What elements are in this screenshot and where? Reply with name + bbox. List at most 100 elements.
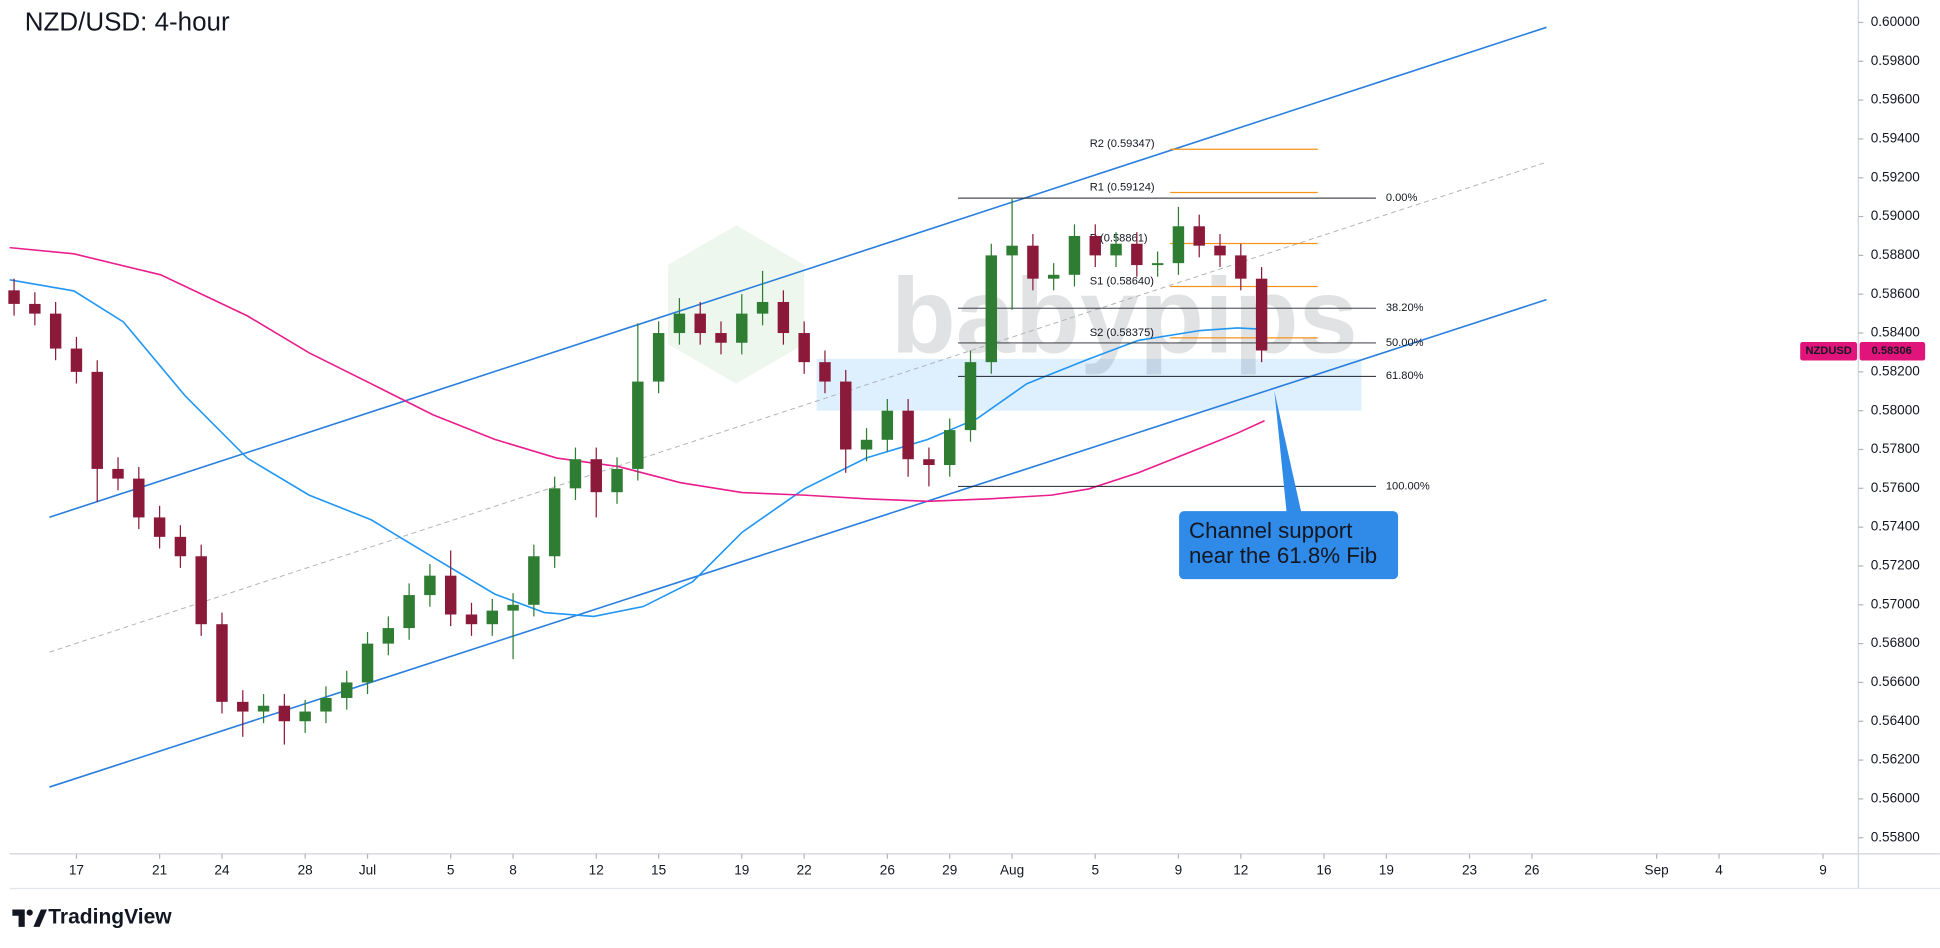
x-tick-label: 8 <box>509 863 517 878</box>
candle-body <box>923 459 935 466</box>
pivot-label: S1 (0.58640) <box>1090 275 1155 287</box>
callout-text: Channel support <box>1189 518 1353 543</box>
candle-body <box>29 303 41 314</box>
x-tick-label: 19 <box>1379 863 1394 878</box>
x-tick-label: 26 <box>880 863 895 878</box>
y-tick-label: 0.58000 <box>1871 402 1921 417</box>
candle-body <box>736 313 748 343</box>
candle-body <box>985 255 998 363</box>
candle-body <box>1131 243 1143 266</box>
chart-title: NZD/USD: 4-hour <box>25 7 230 37</box>
watermark-logo <box>668 225 805 384</box>
candle-body <box>1047 274 1060 279</box>
candle-body <box>174 536 187 557</box>
candle-body <box>112 468 124 479</box>
candle-body <box>840 381 852 450</box>
candle-body <box>1068 235 1081 275</box>
x-tick-label: 23 <box>1462 863 1477 878</box>
candle-body <box>756 301 769 314</box>
candle-body <box>528 556 540 605</box>
candle-body <box>195 556 207 625</box>
candle-body <box>444 575 457 615</box>
watermark: babypips <box>891 256 1358 375</box>
moving-average <box>9 279 1265 618</box>
candle-body <box>632 381 644 469</box>
y-tick-label: 0.55800 <box>1871 829 1921 844</box>
y-tick-label: 0.60000 <box>1871 14 1921 29</box>
candle-body <box>798 333 810 363</box>
callout-pointer <box>1274 391 1302 514</box>
candle-body <box>465 614 478 625</box>
candle-body <box>403 595 415 629</box>
candle-body <box>424 575 436 596</box>
candle-body <box>777 301 790 334</box>
y-tick-label: 0.56000 <box>1871 790 1921 805</box>
x-tick-label: 21 <box>152 863 167 878</box>
candle-body <box>694 313 706 334</box>
candle-body <box>91 371 103 469</box>
x-tick-label: 26 <box>1524 863 1539 878</box>
candle-body <box>299 711 311 722</box>
callout-text: near the 61.8% Fib <box>1189 543 1377 568</box>
y-tick-label: 0.56600 <box>1871 674 1921 689</box>
candle-body <box>278 705 291 722</box>
fib-label: 50.00% <box>1386 337 1424 349</box>
candle-body <box>964 362 977 431</box>
x-tick-label: 29 <box>942 863 957 878</box>
y-tick-label: 0.57200 <box>1871 558 1921 573</box>
x-tick-label: 17 <box>69 863 84 878</box>
candle-body <box>1110 243 1122 256</box>
pivot-label: R2 (0.59347) <box>1090 138 1155 150</box>
y-tick-label: 0.56200 <box>1871 752 1921 767</box>
y-tick-label: 0.58600 <box>1871 286 1921 301</box>
candle-body <box>257 705 270 712</box>
channel-line <box>49 26 1547 519</box>
y-tick-label: 0.59000 <box>1871 208 1921 223</box>
candle-body <box>673 313 686 334</box>
x-tick-label: Sep <box>1645 863 1669 878</box>
candle-body <box>1006 245 1018 256</box>
candle-body <box>216 624 228 702</box>
fib-label: 100.00% <box>1386 480 1430 492</box>
y-tick-label: 0.58200 <box>1871 363 1921 378</box>
y-tick-label: 0.59200 <box>1871 169 1921 184</box>
brand-name: TradingView <box>48 906 172 929</box>
x-tick-label: Jul <box>359 863 376 878</box>
y-tick-label: 0.57800 <box>1871 441 1921 456</box>
candle-body <box>715 333 727 343</box>
candle-body <box>548 488 561 557</box>
pivot-label: S2 (0.58375) <box>1090 327 1155 339</box>
fib-label: 61.80% <box>1386 370 1424 382</box>
candle-body <box>507 604 519 611</box>
candle-body <box>943 430 956 466</box>
candle-body <box>153 517 166 537</box>
candle-body <box>1214 245 1226 256</box>
fib-label: 38.20% <box>1386 302 1424 314</box>
candle-body <box>1027 245 1039 279</box>
x-tick-label: Aug <box>1000 863 1024 878</box>
y-tick-label: 0.59600 <box>1871 92 1921 107</box>
candle-body <box>860 439 873 450</box>
candle-body <box>1151 263 1164 266</box>
candle-body <box>382 628 395 644</box>
candle-body <box>49 313 62 349</box>
candle-body <box>611 468 623 493</box>
x-tick-label: 12 <box>1233 863 1248 878</box>
y-tick-label: 0.56800 <box>1871 635 1921 650</box>
price-tag <box>1859 342 1926 361</box>
candle-body <box>1089 235 1101 256</box>
x-tick-label: 5 <box>447 863 455 878</box>
support-zone <box>816 358 1362 411</box>
symbol-tag <box>1800 342 1858 361</box>
candle-body <box>819 362 831 382</box>
y-tick-label: 0.57400 <box>1871 519 1921 534</box>
y-tick-label: 0.59400 <box>1871 131 1921 146</box>
candle-body <box>361 643 374 683</box>
pivot-label: R1 (0.59124) <box>1090 181 1155 193</box>
x-tick-label: 9 <box>1175 863 1183 878</box>
y-tick-label: 0.56400 <box>1871 713 1921 728</box>
candle-body <box>590 459 602 493</box>
candle-body <box>320 697 332 712</box>
y-tick-label: 0.57000 <box>1871 596 1921 611</box>
x-tick-label: 28 <box>298 863 313 878</box>
